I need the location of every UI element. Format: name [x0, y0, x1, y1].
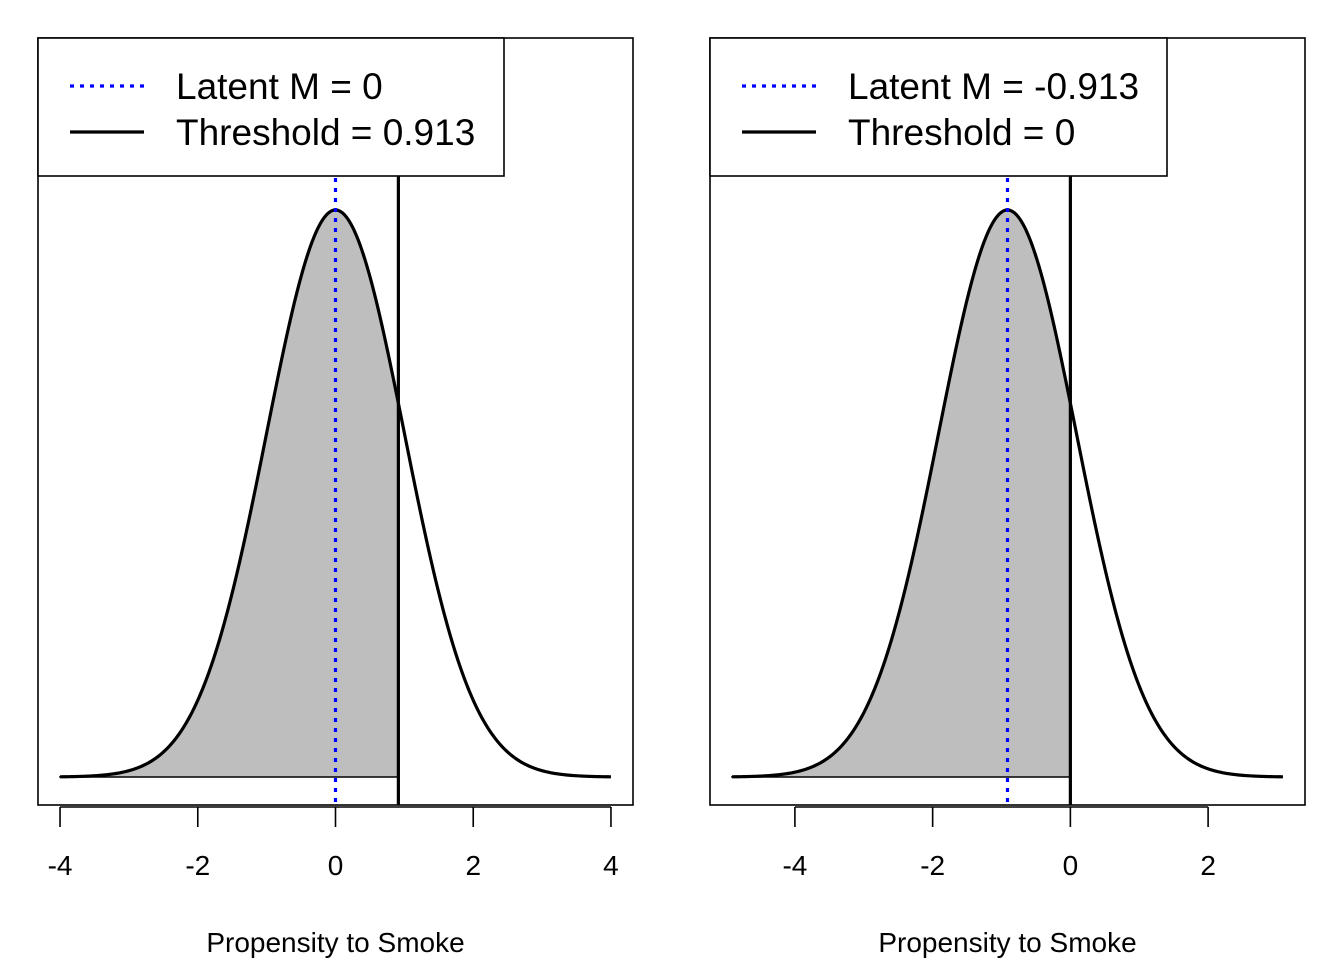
right-shaded-area — [731, 209, 1072, 778]
right-x-axis-title: Propensity to Smoke — [878, 927, 1136, 958]
right-x-tick-label: 0 — [1063, 850, 1079, 881]
right-legend-label-mean: Latent M = -0.913 — [848, 66, 1139, 107]
right-x-tick-label: 2 — [1200, 850, 1216, 881]
left-x-axis-title: Propensity to Smoke — [206, 927, 464, 958]
right-panel: -4 -2 0 2 Propensity to Smoke Latent M = -0.9… — [709, 37, 1306, 958]
right-legend-box — [709, 37, 1168, 177]
left-legend-label-mean: Latent M = 0 — [176, 66, 383, 107]
left-x-tick-label: 0 — [328, 850, 344, 881]
right-x-tick-label: -2 — [920, 850, 945, 881]
right-x-tick-label: -4 — [782, 850, 807, 881]
left-legend-box — [37, 37, 505, 177]
right-legend-label-threshold: Threshold = 0 — [848, 112, 1075, 153]
left-x-tick-label: -2 — [185, 850, 210, 881]
left-shaded-area — [59, 209, 400, 778]
left-legend-label-threshold: Threshold = 0.913 — [176, 112, 475, 153]
left-x-tick-label: -4 — [48, 850, 73, 881]
left-x-tick-label: 4 — [603, 850, 619, 881]
left-panel: -4 -2 0 2 4 Propensity to Smoke Latent M = 0 Th… — [37, 37, 634, 958]
left-x-tick-label: 2 — [465, 850, 481, 881]
